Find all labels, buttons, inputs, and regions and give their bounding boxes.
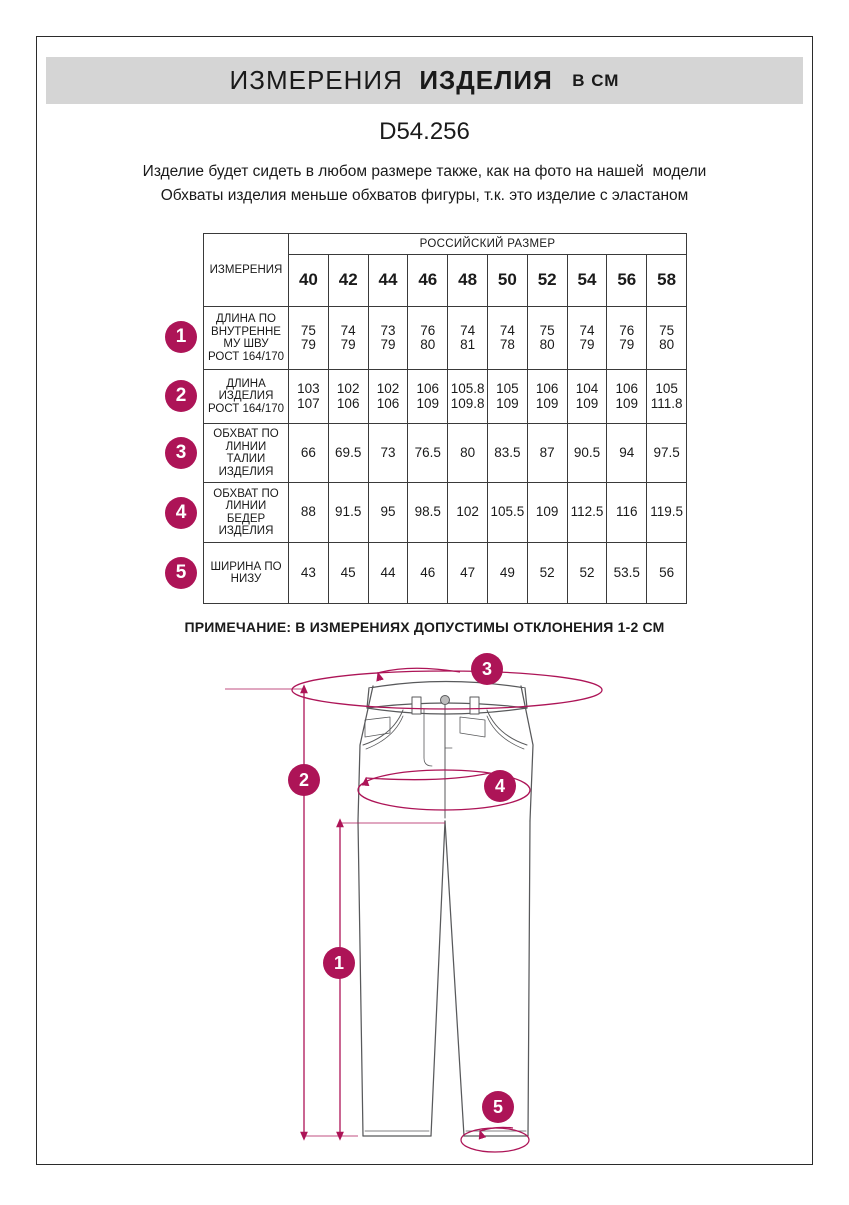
svg-text:5: 5 [493,1097,503,1117]
svg-text:4: 4 [495,776,505,796]
svg-text:3: 3 [482,659,492,679]
svg-text:1: 1 [334,953,344,973]
svg-text:2: 2 [299,770,309,790]
